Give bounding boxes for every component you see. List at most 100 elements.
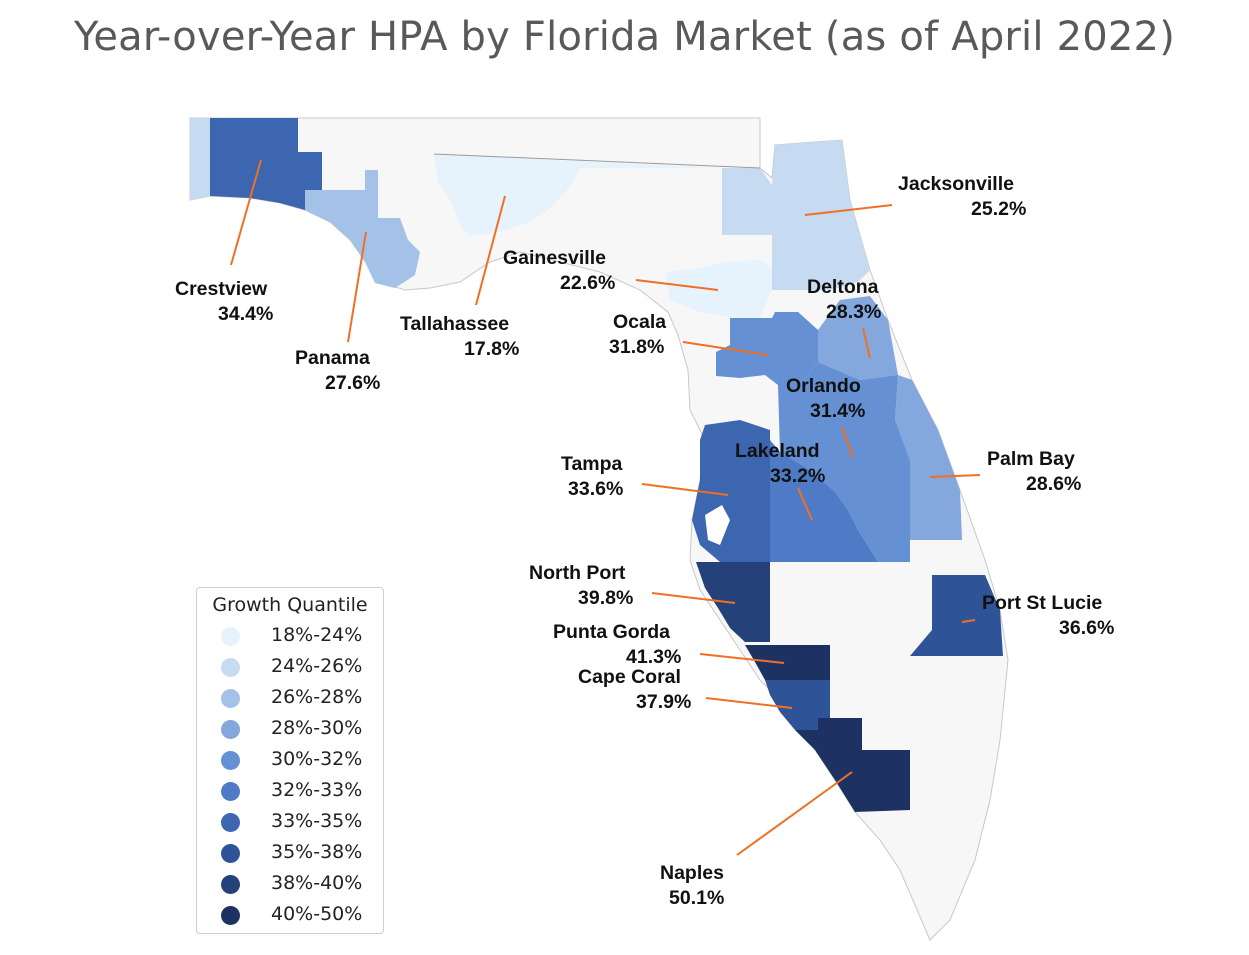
page-title: Year-over-Year HPA by Florida Market (as… — [74, 14, 1175, 60]
legend-title: Growth Quantile — [212, 594, 368, 616]
label-naples-name: Naples — [660, 862, 724, 884]
label-lakeland-name: Lakeland — [735, 440, 820, 462]
legend-swatch — [221, 844, 240, 863]
label-portstlucie-value: 36.6% — [1059, 617, 1114, 639]
legend-label: 18%-24% — [271, 624, 363, 646]
label-ocala-value: 31.8% — [609, 336, 664, 358]
legend-item: 32%-33% — [197, 776, 383, 806]
legend-swatch — [221, 875, 240, 894]
region-crestview — [210, 118, 322, 210]
legend-item: 38%-40% — [197, 869, 383, 899]
leader-line-orlando — [841, 426, 854, 459]
label-tampa-value: 33.6% — [568, 478, 623, 500]
state-border-line — [433, 153, 761, 169]
region-panama — [305, 170, 420, 288]
legend-item: 26%-28% — [197, 683, 383, 713]
label-naples-value: 50.1% — [669, 887, 724, 909]
region-ocala — [716, 312, 818, 385]
label-portstlucie-name: Port St Lucie — [982, 592, 1102, 614]
label-panama-value: 27.6% — [325, 372, 380, 394]
leader-line-crestview — [230, 159, 262, 266]
label-jacksonville-name: Jacksonville — [898, 173, 1014, 195]
legend-swatch — [221, 813, 240, 832]
legend-item: 33%-35% — [197, 807, 383, 837]
region-gainesville — [665, 260, 772, 318]
legend-swatch — [221, 906, 240, 925]
label-orlando-name: Orlando — [786, 375, 861, 397]
label-puntagorda-value: 41.3% — [626, 646, 681, 668]
leader-line-panama — [347, 231, 367, 343]
label-panama-name: Panama — [295, 347, 370, 369]
region-capecoral — [765, 680, 830, 730]
label-gainesville-name: Gainesville — [503, 247, 606, 269]
region-jacksonville — [722, 140, 870, 290]
leader-lines — [230, 159, 981, 856]
legend-label: 30%-32% — [271, 748, 363, 770]
region-puntagorda — [745, 645, 830, 680]
region-palmbay — [895, 375, 962, 540]
label-orlando-value: 31.4% — [810, 400, 865, 422]
leader-line-deltona — [862, 327, 871, 359]
legend: Growth Quantile 18%-24% 24%-26% 26%-28% … — [196, 587, 384, 934]
region-orlando — [778, 362, 910, 562]
legend-swatch — [221, 782, 240, 801]
legend-label: 35%-38% — [271, 841, 363, 863]
label-puntagorda-name: Punta Gorda — [553, 621, 670, 643]
label-deltona-name: Deltona — [807, 276, 879, 298]
legend-swatch — [221, 751, 240, 770]
label-northport-value: 39.8% — [578, 587, 633, 609]
legend-label: 32%-33% — [271, 779, 363, 801]
label-capecoral-value: 37.9% — [636, 691, 691, 713]
legend-swatch — [221, 658, 240, 677]
label-deltona-value: 28.3% — [826, 301, 881, 323]
region-deltona — [818, 296, 898, 380]
legend-item: 30%-32% — [197, 745, 383, 775]
legend-swatch — [221, 627, 240, 646]
label-palmbay-name: Palm Bay — [987, 448, 1075, 470]
leader-line-palmbay — [929, 474, 981, 478]
label-jacksonville-value: 25.2% — [971, 198, 1026, 220]
label-tallahassee-value: 17.8% — [464, 338, 519, 360]
legend-item: 24%-26% — [197, 652, 383, 682]
label-northport-name: North Port — [529, 562, 626, 584]
legend-item: 18%-24% — [197, 621, 383, 651]
legend-label: 40%-50% — [271, 903, 363, 925]
legend-label: 26%-28% — [271, 686, 363, 708]
legend-label: 24%-26% — [271, 655, 363, 677]
label-tallahassee-name: Tallahassee — [400, 313, 509, 335]
leader-line-naples — [736, 771, 853, 856]
leader-line-jacksonville — [804, 204, 893, 216]
leader-line-tampa — [641, 483, 729, 496]
legend-item: 35%-38% — [197, 838, 383, 868]
label-tampa-name: Tampa — [561, 453, 623, 475]
leader-line-portstlucie — [961, 619, 976, 623]
legend-item: 28%-30% — [197, 714, 383, 744]
leader-line-ocala — [682, 341, 769, 356]
region-portstlucie — [910, 575, 1003, 656]
region-lakeland — [770, 440, 878, 562]
label-capecoral-name: Cape Coral — [578, 666, 681, 688]
legend-label: 33%-35% — [271, 810, 363, 832]
leader-line-tallahassee — [475, 195, 506, 306]
legend-swatch — [221, 689, 240, 708]
tampa-bay-water — [705, 505, 730, 545]
leader-line-puntagorda — [699, 653, 785, 664]
legend-swatch — [221, 720, 240, 739]
market-labels: Crestview 34.4% Panama 27.6% Tallahassee… — [175, 173, 1114, 909]
leader-line-lakeland — [797, 487, 813, 521]
label-gainesville-value: 22.6% — [560, 272, 615, 294]
region-tallahassee — [434, 154, 722, 236]
label-lakeland-value: 33.2% — [770, 465, 825, 487]
label-ocala-name: Ocala — [613, 311, 666, 333]
leader-line-northport — [651, 592, 736, 604]
label-crestview-name: Crestview — [175, 278, 268, 300]
label-crestview-value: 34.4% — [218, 303, 273, 325]
region-naples — [795, 718, 910, 812]
region-crestview — [190, 118, 210, 200]
legend-item: 40%-50% — [197, 900, 383, 930]
leader-line-gainesville — [635, 279, 719, 291]
legend-label: 38%-40% — [271, 872, 363, 894]
legend-label: 28%-30% — [271, 717, 363, 739]
leader-line-capecoral — [705, 697, 793, 709]
